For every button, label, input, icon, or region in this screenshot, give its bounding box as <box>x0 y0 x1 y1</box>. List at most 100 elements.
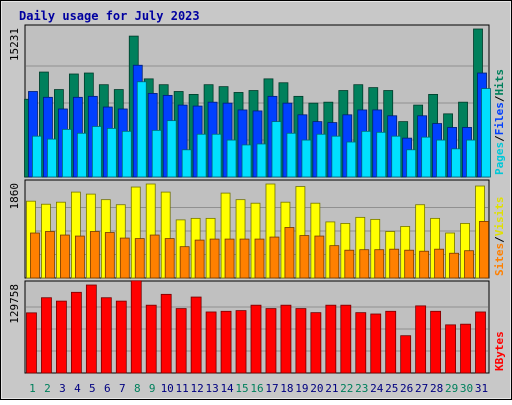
legend-entry-pages: Pages <box>493 142 506 175</box>
bar-sites-day-28 <box>434 248 445 279</box>
bar-sites-day-17 <box>269 236 280 279</box>
bar-pages-day-25 <box>391 135 402 178</box>
panel-visits-sites: 1860 Sites/Visits <box>8 179 506 279</box>
bar-sites-day-25 <box>389 248 400 279</box>
chart-panels: 15231Pages/Files/Hits1860Sites/Visits129… <box>8 24 506 374</box>
bar-kbytes-day-13 <box>205 311 217 374</box>
day-label-19: 19 <box>295 382 308 395</box>
day-label-9: 9 <box>149 382 156 395</box>
bar-sites-day-9 <box>149 234 160 279</box>
day-label-8: 8 <box>134 382 141 395</box>
bar-pages-day-26 <box>406 149 417 178</box>
bar-pages-day-19 <box>301 139 312 178</box>
bar-kbytes-day-17 <box>265 308 277 374</box>
day-label-26: 26 <box>400 382 413 395</box>
bar-pages-day-16 <box>256 143 267 178</box>
bar-sites-day-5 <box>89 231 100 279</box>
bar-sites-day-29 <box>449 252 459 279</box>
bar-pages-day-20 <box>316 133 327 178</box>
day-label-1: 1 <box>29 382 36 395</box>
legend-entry-hits: Hits <box>493 69 506 96</box>
bar-pages-day-27 <box>421 136 432 178</box>
day-label-13: 13 <box>205 382 218 395</box>
bar-sites-day-12 <box>194 239 205 279</box>
bar-pages-day-13 <box>211 133 222 178</box>
bar-sites-day-8 <box>134 238 145 279</box>
bar-sites-day-19 <box>299 235 310 279</box>
day-label-7: 7 <box>119 382 126 395</box>
series-sites <box>30 220 489 279</box>
bar-kbytes-day-29 <box>445 324 456 374</box>
legend-entry-files: Files <box>493 102 506 135</box>
day-label-17: 17 <box>265 382 278 395</box>
day-label-23: 23 <box>355 382 368 395</box>
bar-pages-day-10 <box>166 120 177 178</box>
legend-entry-visits: Visits <box>493 197 506 237</box>
bar-kbytes-day-24 <box>370 313 382 374</box>
bar-kbytes-day-31 <box>475 311 486 374</box>
bar-pages-day-7 <box>121 130 132 178</box>
bar-pages-day-2 <box>47 138 57 178</box>
bar-sites-day-31 <box>479 220 489 279</box>
day-label-4: 4 <box>74 382 81 395</box>
bar-pages-day-1 <box>32 135 42 178</box>
day-label-5: 5 <box>89 382 96 395</box>
bar-sites-day-20 <box>314 235 325 279</box>
bar-pages-day-31 <box>481 88 491 178</box>
bar-pages-day-28 <box>436 139 447 178</box>
day-label-30: 30 <box>460 382 473 395</box>
bar-kbytes-day-22 <box>340 304 352 374</box>
legend-entry-kbytes: KBytes <box>493 331 506 371</box>
bar-pages-day-9 <box>151 129 162 178</box>
bar-kbytes-day-16 <box>250 304 262 374</box>
bar-kbytes-day-15 <box>235 310 247 374</box>
bar-sites-day-27 <box>419 250 430 279</box>
panel-legend: KBytes <box>493 331 506 371</box>
day-label-16: 16 <box>250 382 263 395</box>
bar-sites-day-16 <box>254 238 265 279</box>
bar-sites-day-11 <box>179 246 190 279</box>
day-label-24: 24 <box>370 382 384 395</box>
panel-legend: Pages/Files/Hits <box>493 69 506 175</box>
bar-pages-day-21 <box>331 135 342 178</box>
bar-pages-day-24 <box>376 131 387 178</box>
legend-separator: / <box>493 95 506 102</box>
bar-pages-day-8 <box>136 81 147 178</box>
bar-sites-day-30 <box>464 250 474 279</box>
day-label-27: 27 <box>415 382 428 395</box>
bar-kbytes-day-20 <box>310 312 322 374</box>
bar-pages-day-22 <box>346 141 357 178</box>
series-kbytes <box>26 280 486 374</box>
bar-kbytes-day-3 <box>56 300 67 374</box>
bar-kbytes-day-2 <box>41 297 52 374</box>
bar-sites-day-18 <box>284 227 295 279</box>
day-label-3: 3 <box>59 382 66 395</box>
bar-kbytes-day-19 <box>295 308 307 374</box>
bar-kbytes-day-9 <box>145 304 157 374</box>
bar-sites-day-6 <box>104 232 115 279</box>
day-label-21: 21 <box>325 382 338 395</box>
bar-kbytes-day-23 <box>355 312 367 374</box>
bar-kbytes-day-14 <box>220 310 232 374</box>
bar-sites-day-3 <box>60 234 70 279</box>
y-max-label: 129758 <box>8 284 21 324</box>
legend-entry-sites: Sites <box>493 243 506 276</box>
bar-sites-day-13 <box>209 238 220 279</box>
day-label-28: 28 <box>430 382 443 395</box>
bar-pages-day-11 <box>181 149 192 178</box>
day-label-10: 10 <box>161 382 174 395</box>
bar-kbytes-day-28 <box>430 310 442 374</box>
y-max-label: 15231 <box>8 28 21 61</box>
bar-kbytes-day-18 <box>280 304 292 374</box>
bar-sites-day-21 <box>329 245 340 279</box>
day-label-22: 22 <box>340 382 353 395</box>
day-label-20: 20 <box>310 382 323 395</box>
bar-kbytes-day-5 <box>85 284 97 374</box>
bar-kbytes-day-27 <box>415 305 427 374</box>
chart-title: Daily usage for July 2023 <box>19 9 200 23</box>
bar-pages-day-5 <box>91 126 102 178</box>
bar-kbytes-day-1 <box>26 312 37 374</box>
panel-legend: Sites/Visits <box>493 197 506 277</box>
